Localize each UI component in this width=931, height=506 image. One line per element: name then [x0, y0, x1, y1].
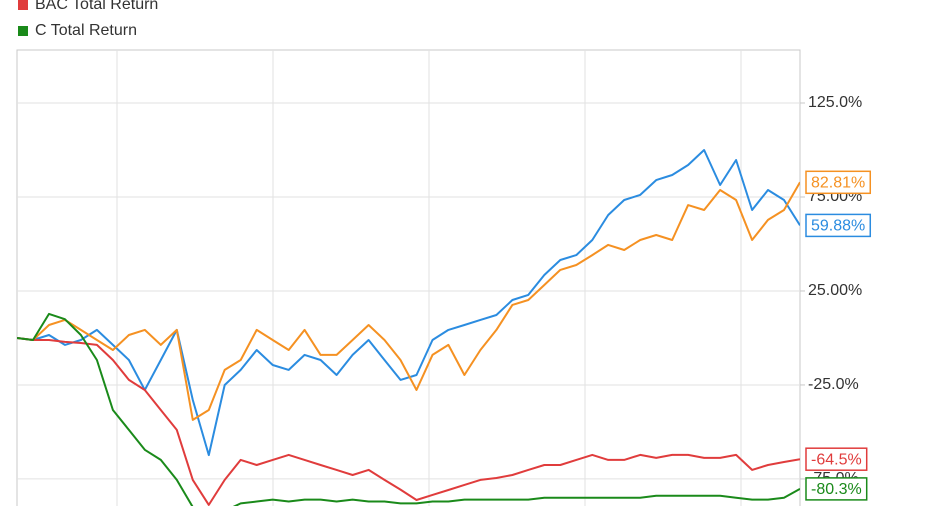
legend-swatch: [18, 0, 28, 10]
lines: [17, 149, 800, 506]
end-label: 59.88%: [805, 213, 872, 238]
end-label: -80.3%: [805, 477, 868, 501]
end-label: 82.81%: [805, 170, 872, 195]
end-label: -64.5%: [805, 447, 868, 471]
end-labels: 59.88% 82.81% -64.5% -80.3%: [805, 170, 872, 501]
end-label-box: [805, 477, 868, 501]
series-line: [17, 149, 800, 457]
end-label-box: [805, 170, 872, 195]
end-label-box: [805, 447, 868, 471]
end-label-text: -80.3%: [811, 481, 862, 498]
series-line: [17, 337, 800, 506]
plot-area: [16, 49, 801, 506]
legend-swatch: [18, 26, 28, 36]
y-tick-label: -25.0%: [808, 376, 859, 393]
end-label-text: 59.88%: [811, 218, 865, 235]
legend-label: BAC Total Return: [35, 0, 158, 13]
y-tick-label: 25.00%: [808, 282, 862, 299]
end-label-text: 82.81%: [811, 175, 865, 192]
end-label-box: [805, 213, 872, 238]
end-label-text: -64.5%: [811, 451, 862, 468]
legend: BAC Total Return C Total Return: [18, 0, 158, 39]
series-line: [17, 312, 800, 506]
x-grid: [116, 50, 742, 506]
legend-label: C Total Return: [35, 22, 137, 39]
y-tick-label: 125.0%: [808, 94, 862, 111]
y-grid: [17, 102, 800, 480]
y-axis: 125.0%75.00%25.00%-25.0%-75.0%: [800, 94, 862, 487]
series-line: [17, 181, 800, 421]
